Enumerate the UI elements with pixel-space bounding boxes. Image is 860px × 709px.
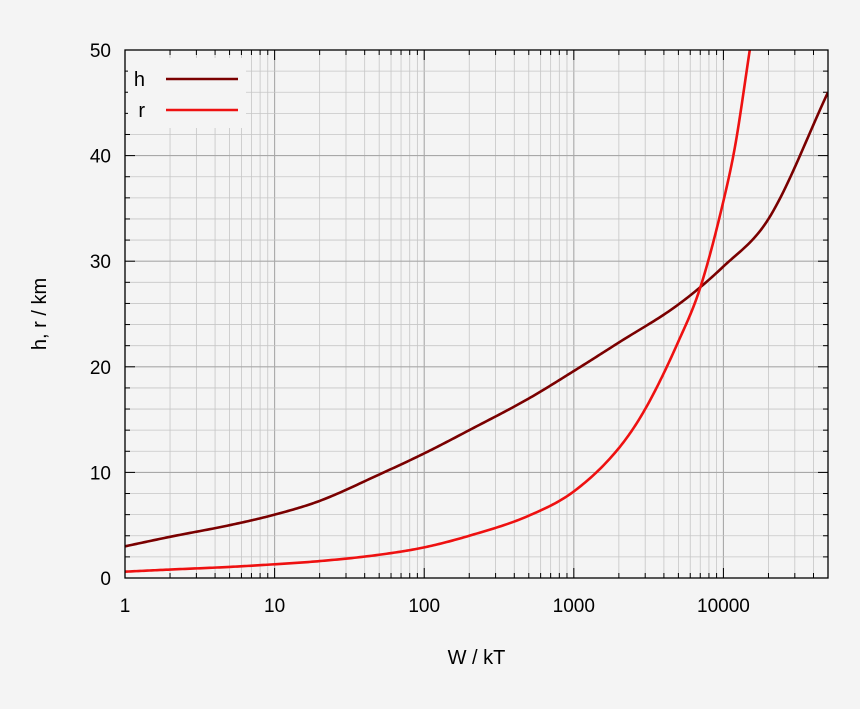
- series-layer: [125, 50, 828, 573]
- plot-area: [125, 50, 828, 578]
- y-tick-label: 0: [100, 569, 111, 590]
- y-tick-label: 50: [90, 41, 111, 62]
- series-line-h: [125, 91, 828, 548]
- x-tick-label: 10000: [697, 596, 750, 617]
- plot-frame: [124, 49, 829, 579]
- series-line-r: [125, 50, 752, 573]
- grid: [124, 49, 829, 579]
- x-tick-label: 100: [408, 596, 440, 617]
- legend-label-h: h: [134, 69, 145, 91]
- x-axis-title: W / kT: [448, 647, 506, 669]
- y-tick-label: 40: [90, 147, 111, 168]
- legend: hr: [128, 58, 246, 128]
- legend-box: [128, 58, 246, 128]
- legend-label-r: r: [138, 100, 145, 122]
- x-tick-label: 1000: [553, 596, 595, 617]
- y-tick-label: 10: [90, 463, 111, 484]
- x-tick-label: 10: [264, 596, 285, 617]
- tick-labels: 1 10 100 1000 10000 0 10 20 30 40 50: [90, 41, 750, 617]
- x-tick-label: 1: [120, 596, 131, 617]
- y-tick-label: 30: [90, 252, 111, 273]
- y-axis-title: h, r / km: [29, 278, 51, 350]
- y-tick-label: 20: [90, 358, 111, 379]
